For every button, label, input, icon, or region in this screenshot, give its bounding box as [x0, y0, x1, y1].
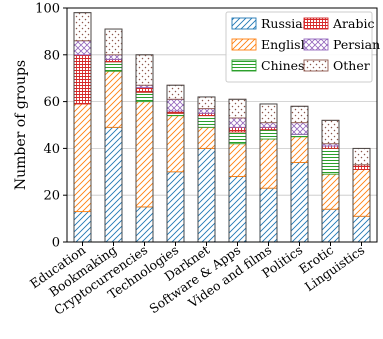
bar-segment	[197, 96, 216, 110]
bar-segment	[290, 136, 309, 163]
bar-stack	[135, 54, 154, 243]
legend-swatch	[303, 17, 329, 30]
bar-stack	[73, 12, 92, 243]
y-tick-label: 60	[43, 95, 60, 110]
bar-segment	[321, 208, 340, 243]
y-tick-label: 40	[43, 142, 60, 157]
y-tick-label: 80	[43, 48, 60, 63]
bar-segment	[73, 12, 92, 42]
legend-item: Arabic	[303, 16, 374, 31]
bar-segment	[135, 101, 154, 208]
bar-stack	[197, 96, 216, 243]
bar-segment	[73, 211, 92, 243]
legend: Russian English Chinese Arabic Persian Other	[225, 11, 380, 83]
bar-segment	[197, 115, 216, 128]
bar-segment	[352, 215, 371, 243]
bar-stack	[104, 28, 123, 243]
bar-segment	[197, 108, 216, 114]
bar-segment	[321, 173, 340, 210]
y-axis-label: Number of groups	[13, 60, 29, 190]
legend-item: Russian	[231, 16, 311, 31]
legend-item: Chinese	[231, 58, 312, 73]
legend-swatch	[303, 59, 329, 72]
bar-segment	[290, 105, 309, 124]
bar-segment	[166, 98, 185, 112]
bar-segment	[73, 40, 92, 56]
bar-segment	[228, 143, 247, 177]
bar-segment	[228, 98, 247, 119]
bar-segment	[228, 176, 247, 243]
y-tick-label: 100	[35, 2, 60, 17]
bar-segment	[259, 187, 278, 243]
bar-segment	[135, 91, 154, 103]
bar-segment	[104, 70, 123, 128]
bar-segment	[135, 206, 154, 243]
legend-swatch	[231, 17, 257, 30]
bar-stack	[290, 105, 309, 243]
bar-segment	[259, 122, 278, 128]
legend-label: Russian	[261, 16, 311, 31]
bar-stack	[321, 119, 340, 243]
legend-item: Persian	[303, 37, 380, 52]
bar-segment	[73, 103, 92, 213]
legend-swatch	[231, 59, 257, 72]
bar-segment	[73, 54, 92, 105]
bar-segment	[290, 161, 309, 243]
bar-segment	[321, 147, 340, 175]
bar-stack	[352, 147, 371, 243]
legend-label: Persian	[333, 37, 380, 52]
bar-segment	[228, 126, 247, 133]
bar-segment	[104, 28, 123, 56]
bar-segment	[321, 119, 340, 145]
legend-swatch	[303, 38, 329, 51]
bar-segment	[166, 171, 185, 243]
bar-segment	[197, 147, 216, 243]
bar-segment	[259, 138, 278, 189]
bar-stack	[259, 103, 278, 243]
legend-swatch	[231, 38, 257, 51]
bar-stack	[228, 98, 247, 243]
y-tick-label: 20	[43, 189, 60, 204]
legend-label: Other	[333, 58, 370, 73]
bar-segment	[135, 54, 154, 86]
bar-segment	[228, 117, 247, 128]
bar-segment	[104, 61, 123, 72]
bar-segment	[166, 84, 185, 100]
bar-segment	[352, 164, 371, 170]
bar-segment	[259, 103, 278, 124]
bar-segment	[197, 126, 216, 149]
bar-segment	[104, 126, 123, 243]
legend-item: English	[231, 37, 309, 52]
legend-label: Chinese	[261, 58, 312, 73]
bar-segment	[166, 115, 185, 173]
bar-segment	[352, 169, 371, 217]
legend-box	[225, 11, 373, 83]
plot-frame	[66, 7, 378, 243]
bar-segment	[135, 87, 154, 93]
bar-segment	[290, 122, 309, 135]
bar-segment	[259, 129, 278, 140]
legend-item: Other	[303, 58, 370, 73]
bar-segment	[352, 147, 371, 166]
bar-segment	[228, 131, 247, 145]
bar-segment	[104, 54, 123, 60]
bar-stack	[166, 84, 185, 243]
legend-label: English	[261, 37, 309, 52]
y-tick-label: 0	[52, 236, 60, 251]
bars	[73, 12, 371, 243]
legend-label: Arabic	[332, 16, 374, 31]
